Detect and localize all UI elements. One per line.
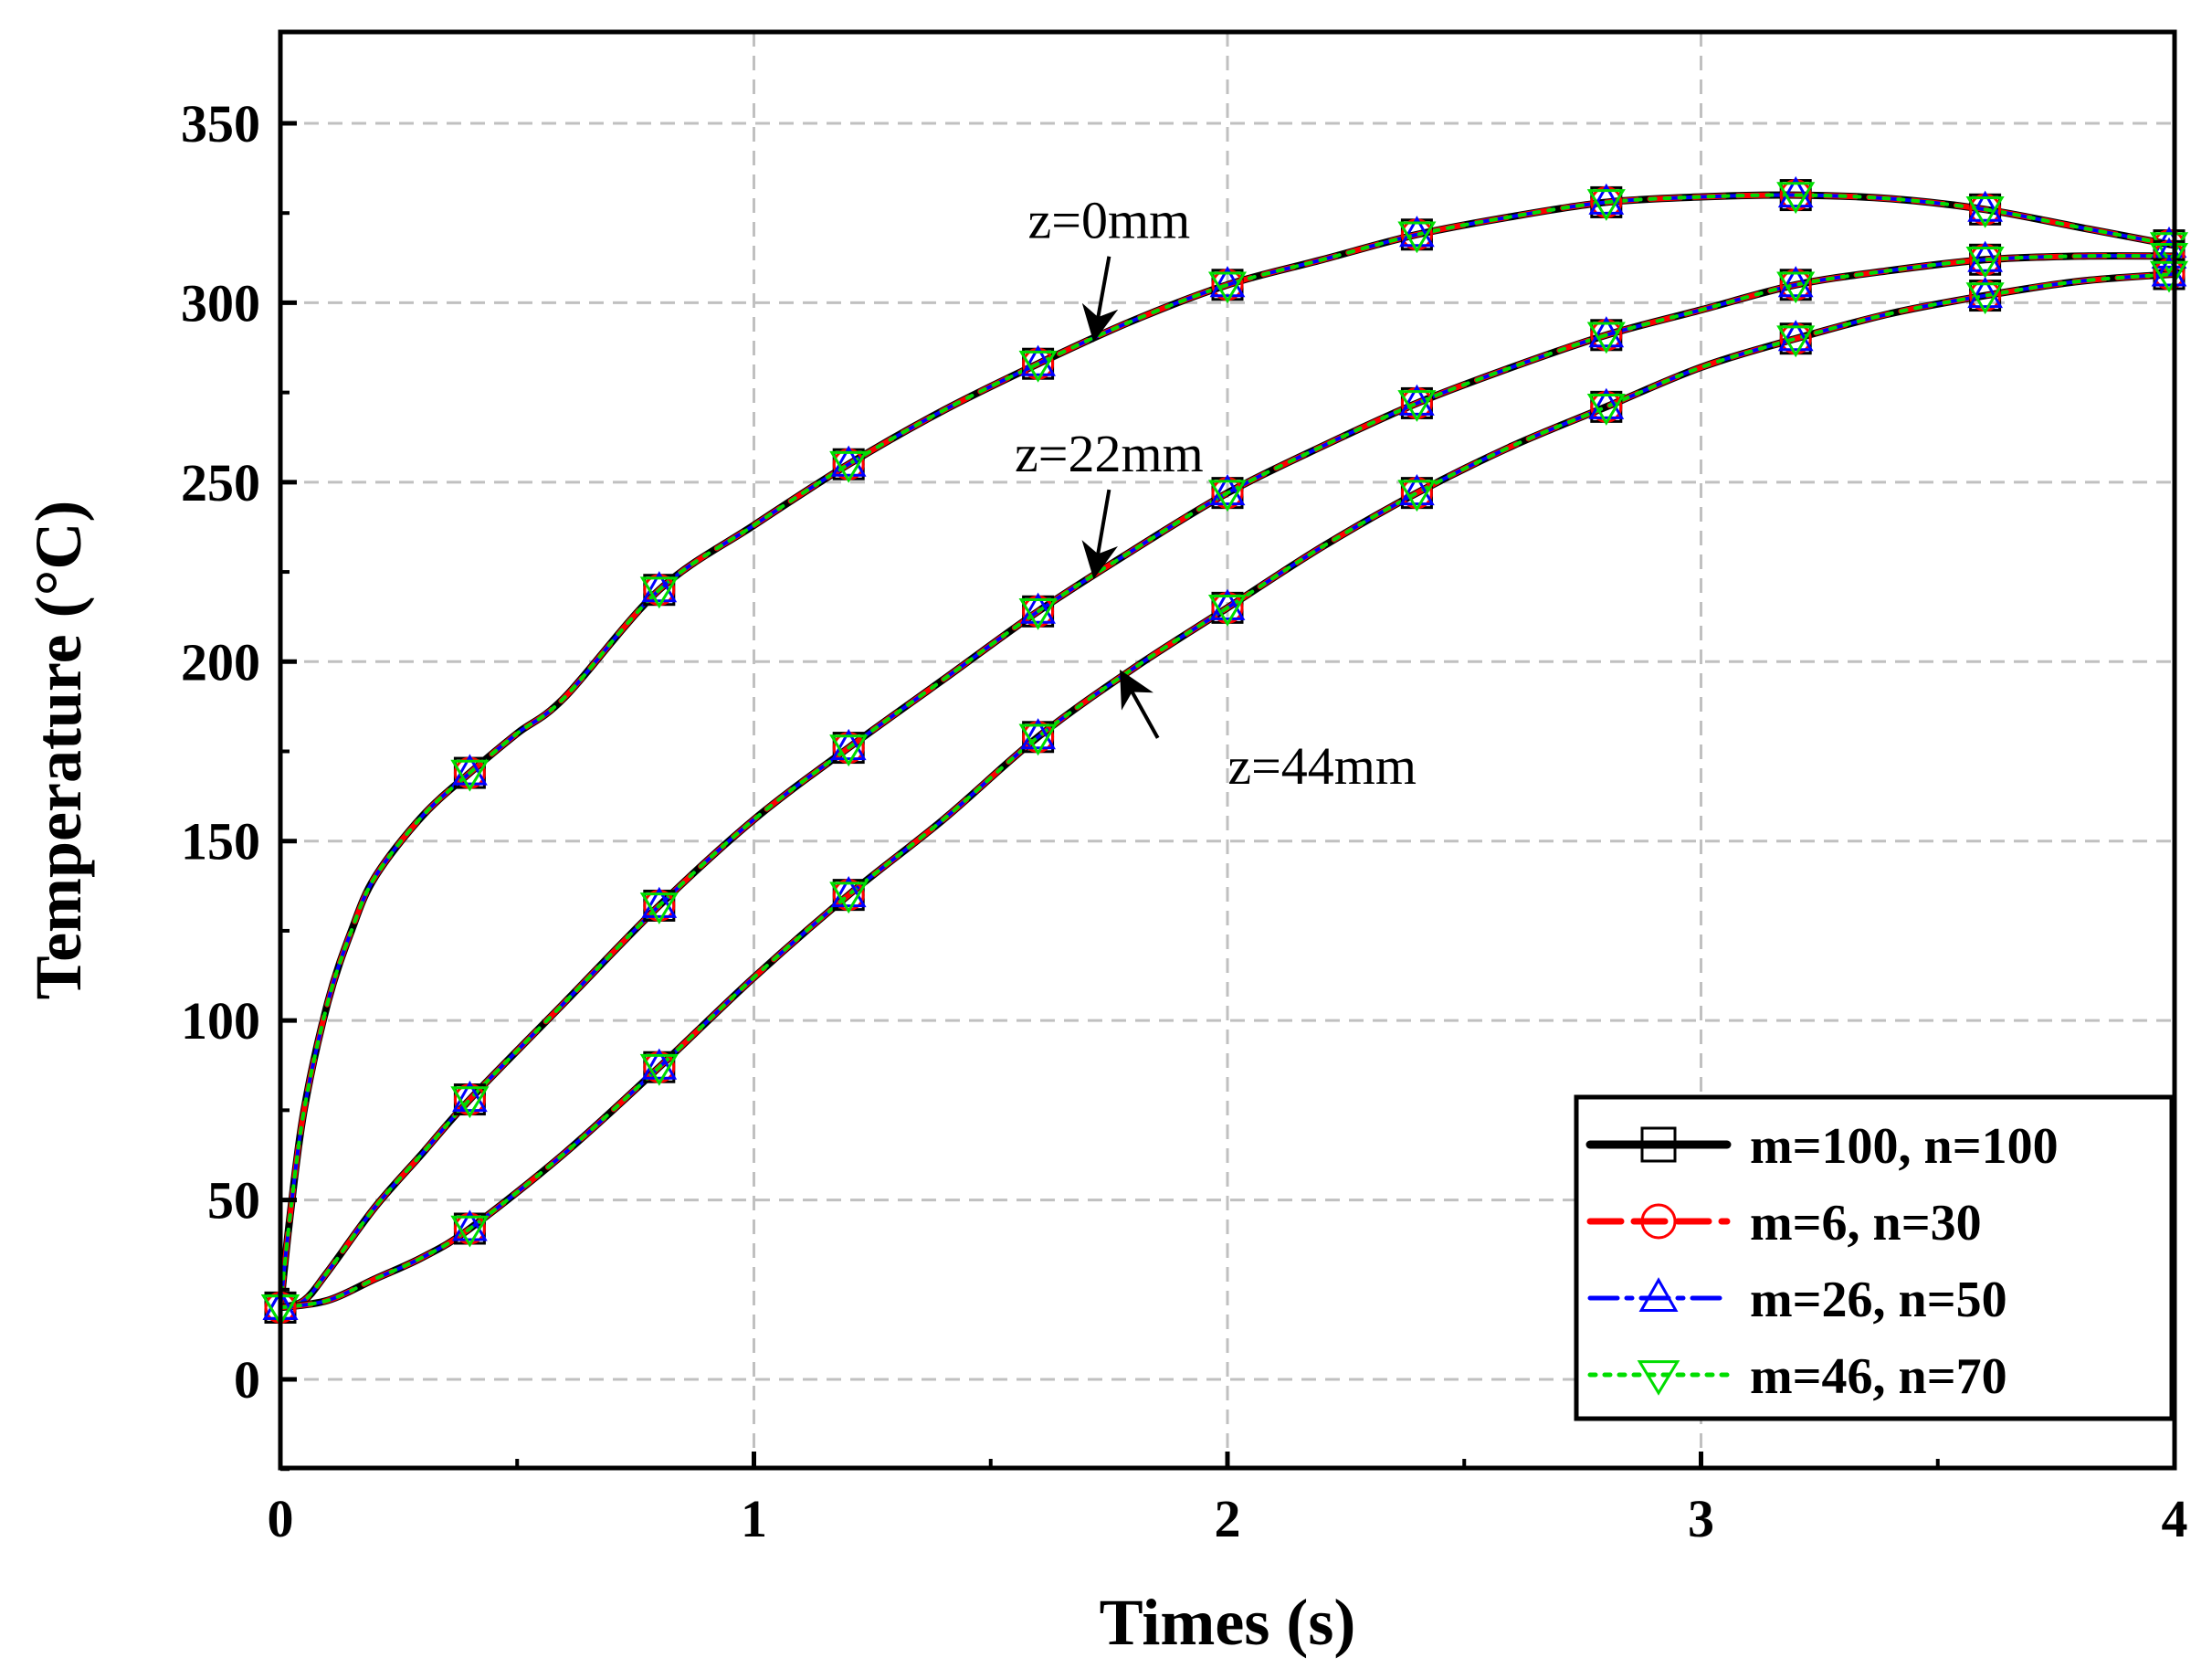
marker-z=0mm-3 [641,571,678,603]
y-tick-label: 250 [181,453,260,512]
annotation-label: z=44mm [1227,736,1417,796]
y-tick-label: 50 [207,1171,260,1230]
x-tick-label: 1 [741,1489,767,1548]
marker-z=22mm-4 [639,892,679,924]
legend-swatch-marker [1640,1203,1677,1240]
marker-z=44mm-4 [450,1215,490,1248]
marker-z=44mm-4 [1586,394,1626,426]
marker-z=0mm-3 [830,445,867,477]
marker-z=22mm-3 [641,886,678,918]
marker-z=0mm-3 [1967,190,2003,222]
marker-z=22mm-4 [1776,271,1816,304]
annotation-label: z=22mm [1015,424,1204,483]
legend-swatch-marker [1637,1360,1680,1396]
marker-z=22mm-3 [1588,316,1625,348]
marker-z=44mm-4 [1776,325,1816,358]
marker-z=44mm-3 [1588,387,1625,419]
marker-z=44mm-4 [1965,282,2005,315]
legend-swatch-marker [1638,1277,1679,1312]
marker-z=0mm-4 [1586,189,1626,221]
y-tick-label: 0 [234,1350,260,1410]
y-tick-label: 350 [181,94,260,153]
y-tick-label: 300 [181,273,260,333]
marker-z=22mm-3 [1777,266,1814,298]
x-tick-label: 0 [268,1489,294,1548]
marker-z=0mm-3 [452,754,488,786]
marker-z=22mm-3 [1967,240,2003,272]
marker-z=22mm-3 [1020,592,1056,624]
marker-z=0mm-4 [1397,221,1437,254]
annotation-arrow [1120,670,1160,739]
marker-z=44mm-3 [1399,474,1435,506]
marker-z=44mm-4 [1207,595,1248,627]
marker-z=0mm-4 [450,759,490,792]
marker-z=44mm-4 [2149,260,2189,293]
marker-z=0mm-3 [1399,216,1435,248]
marker-z=0mm-4 [2149,232,2189,265]
marker-z=0mm-4 [1776,182,1816,215]
marker-z=22mm-4 [450,1086,490,1119]
legend-swatch-marker [1640,1126,1677,1163]
marker-z=0mm-4 [1207,271,1248,304]
marker-z=22mm-4 [1586,322,1626,354]
y-tick-label: 100 [181,991,260,1051]
marker-z=22mm-4 [1397,390,1437,422]
x-axis-title: Times (s) [1100,1586,1356,1659]
marker-z=0mm-4 [1965,195,2005,228]
curve-z=44mm-4 [280,272,2175,1310]
legend: m=100, n=100 m=6, n=30 m=26, n=50 m=46, n=7… [1574,1094,2175,1421]
axis-ticks: 0 1 2 3 4 0 50 100 150 200 250 300 350 [181,94,2188,1548]
marker-z=22mm-3 [452,1080,488,1113]
y-tick-label: 150 [181,812,260,871]
marker-z=22mm-4 [1018,597,1058,630]
marker-z=44mm-4 [1018,723,1058,756]
legend-label: m=26, n=50 [1750,1272,2007,1328]
x-tick-label: 4 [2162,1489,2188,1548]
y-axis-title: Temperature (°C) [22,501,95,1000]
annotations: z=0mm z=22mm z=44mm [1015,191,1417,796]
marker-z=0mm-4 [829,450,869,483]
marker-z=22mm-4 [1207,480,1248,512]
marker-z=44mm-3 [1777,320,1814,352]
annotation-arrow [1081,256,1119,343]
legend-label: m=46, n=70 [1750,1348,2007,1405]
marker-z=0mm-4 [1018,350,1058,383]
marker-z=22mm-3 [1209,474,1246,506]
marker-z=22mm-4 [829,734,869,767]
marker-z=44mm-3 [1209,588,1246,620]
marker-z=44mm-4 [639,1053,679,1086]
marker-z=44mm-4 [829,882,869,914]
marker-z=0mm-3 [1020,344,1056,376]
marker-z=44mm-3 [1020,718,1056,750]
legend-label: m=100, n=100 [1750,1118,2059,1175]
marker-z=0mm-4 [639,576,679,609]
x-tick-label: 3 [1688,1489,1714,1548]
marker-z=44mm-3 [452,1209,488,1241]
marker-z=0mm-3 [1777,175,1814,208]
curve-z=0mm-4 [280,193,2175,1310]
y-tick-label: 200 [181,632,260,692]
annotation-arrow [1081,489,1118,579]
annotation-label: z=0mm [1028,191,1191,250]
marker-z=44mm-3 [641,1048,678,1080]
marker-z=0mm-3 [1588,183,1625,215]
marker-z=22mm-3 [1399,384,1435,416]
x-tick-label: 2 [1215,1489,1241,1548]
marker-z=44mm-4 [1397,480,1437,512]
marker-z=22mm-4 [1965,246,2005,279]
legend-label: m=6, n=30 [1750,1195,1982,1251]
marker-z=22mm-3 [830,728,867,761]
marker-z=44mm-3 [1967,276,2003,309]
marker-z=44mm-3 [830,876,867,908]
marker-z=0mm-3 [1209,266,1246,298]
